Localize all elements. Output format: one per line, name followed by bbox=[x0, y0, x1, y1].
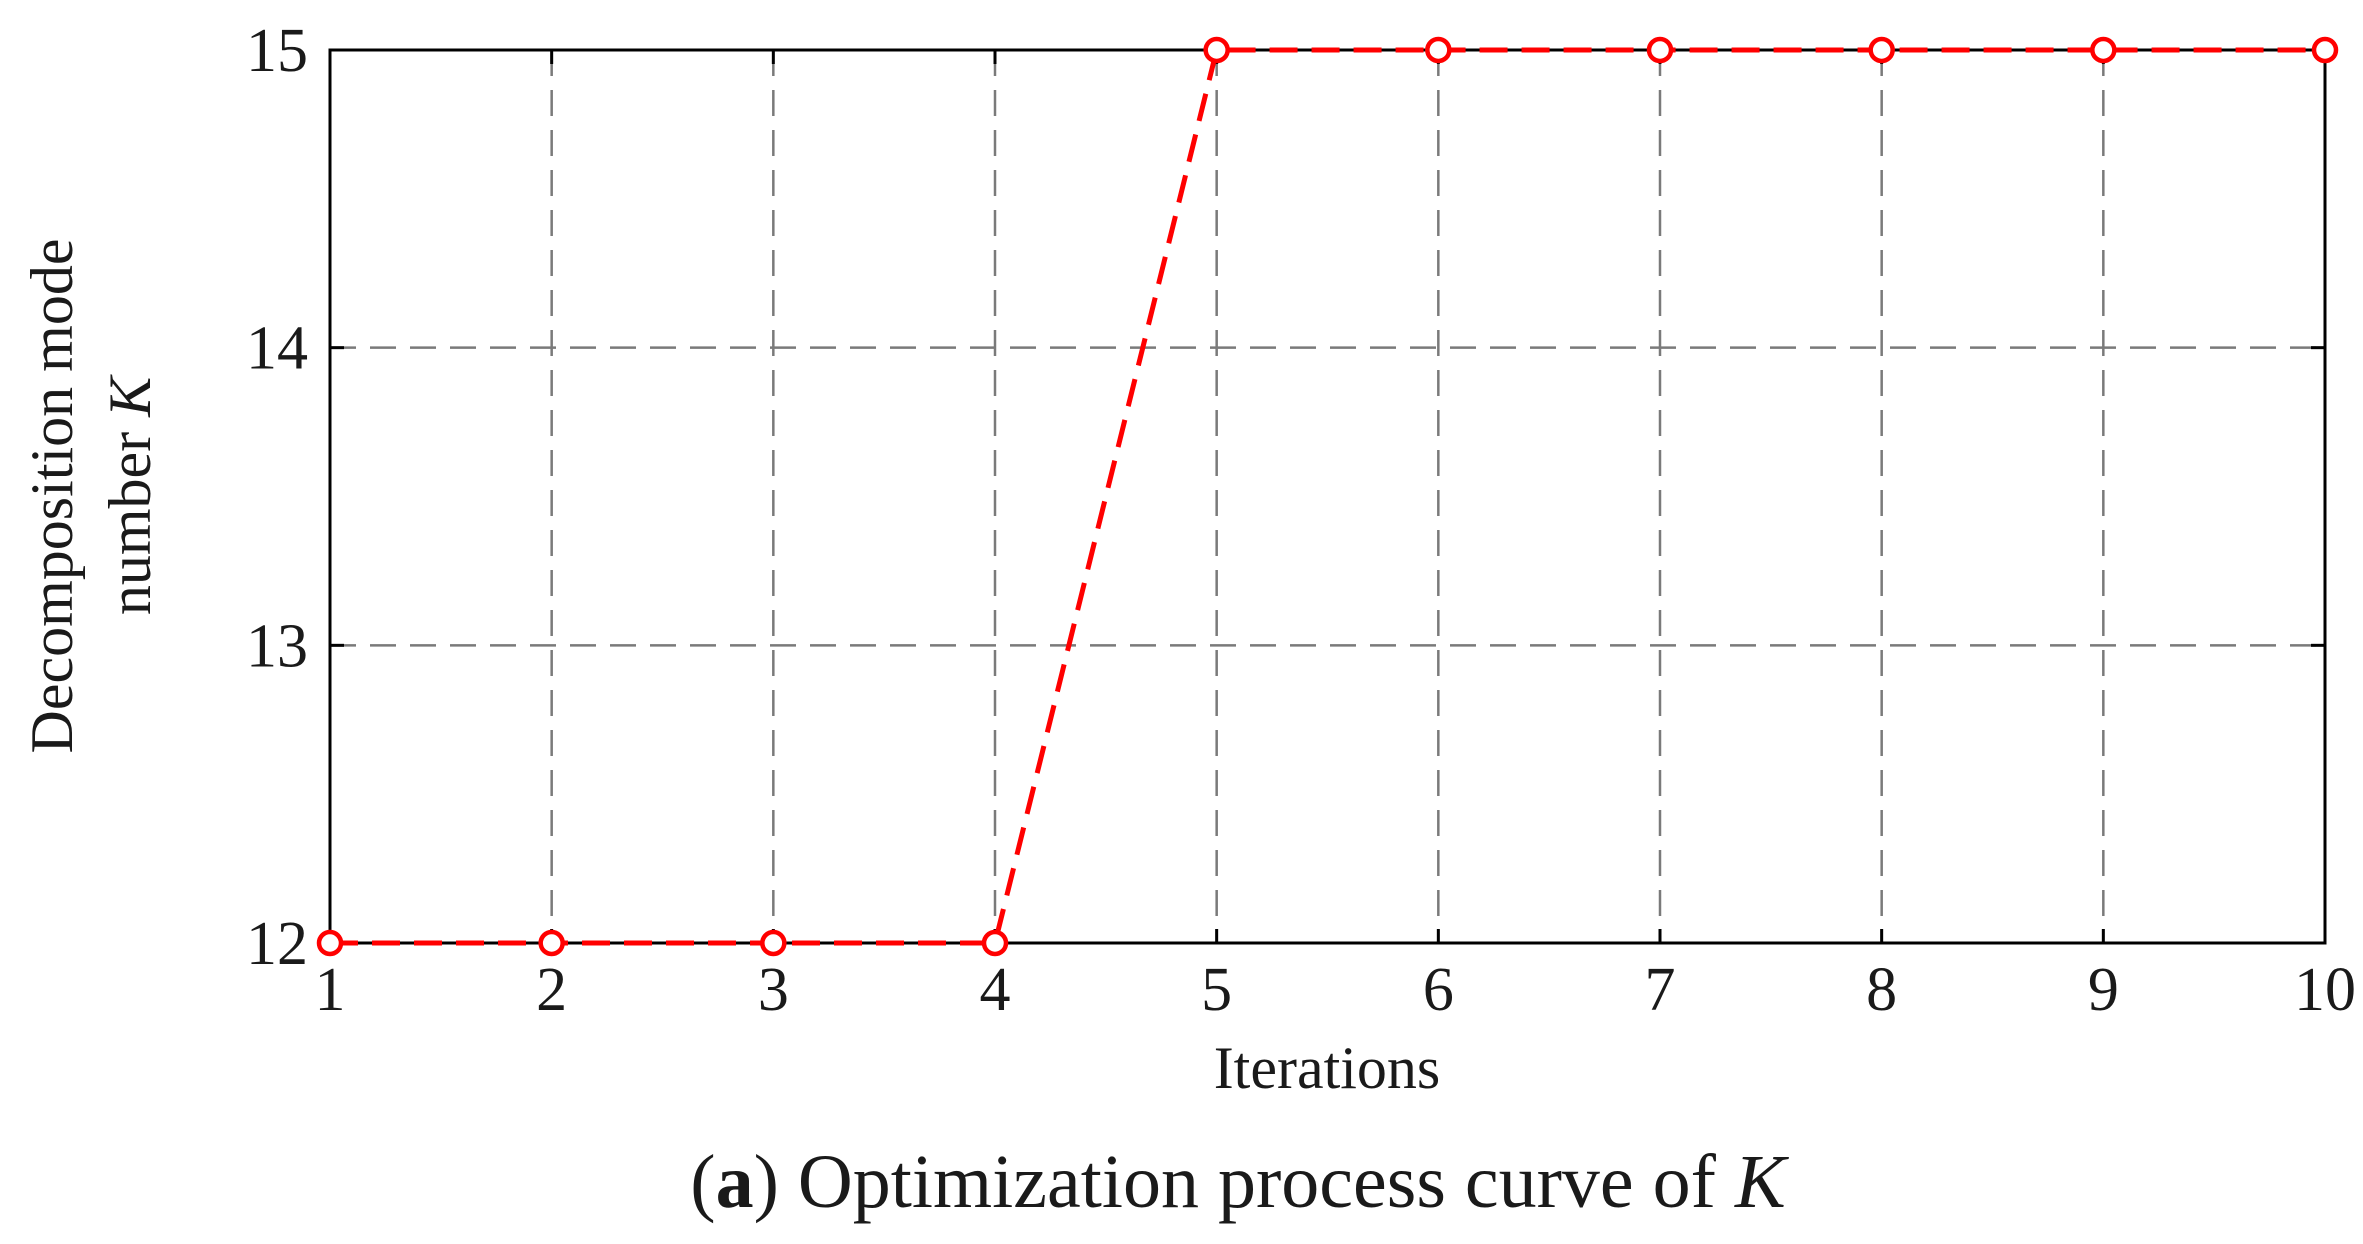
plot-area bbox=[330, 50, 2325, 943]
y-axis-title-line1: Decomposition mode bbox=[19, 239, 85, 754]
x-tick-label: 7 bbox=[1645, 956, 1676, 1024]
y-axis-title: Decomposition mode number K bbox=[19, 239, 163, 754]
caption-paren-close: ) bbox=[754, 1140, 779, 1224]
x-tick-label: 4 bbox=[980, 956, 1011, 1024]
data-point-marker bbox=[1646, 36, 1674, 64]
x-tick-label: 10 bbox=[2294, 956, 2356, 1024]
caption-letter: a bbox=[716, 1140, 754, 1224]
x-tick-label: 6 bbox=[1423, 956, 1454, 1024]
caption-symbol: K bbox=[1734, 1140, 1789, 1224]
y-axis-symbol: K bbox=[97, 374, 163, 418]
caption-paren-open: ( bbox=[690, 1140, 715, 1224]
data-point-marker bbox=[538, 929, 565, 957]
x-axis-title: Iterations bbox=[1214, 1035, 1441, 1101]
x-tick-label: 9 bbox=[2088, 956, 2119, 1024]
y-tick-label: 13 bbox=[246, 612, 308, 680]
data-point-marker bbox=[2090, 36, 2117, 64]
data-point-marker bbox=[316, 929, 344, 957]
x-tick-label: 8 bbox=[1866, 956, 1897, 1024]
data-point-marker bbox=[2311, 36, 2339, 64]
data-point-marker bbox=[1203, 36, 1230, 64]
x-tick-label: 5 bbox=[1201, 956, 1232, 1024]
x-tick-label: 3 bbox=[758, 956, 789, 1024]
series-line bbox=[330, 47, 2325, 946]
data-point-marker bbox=[1868, 36, 1895, 64]
y-tick-label: 14 bbox=[246, 315, 308, 383]
grid-layer bbox=[330, 50, 2325, 943]
caption-text: Optimization process curve of bbox=[779, 1140, 1735, 1224]
data-point-marker bbox=[760, 929, 787, 957]
x-tick-label: 2 bbox=[536, 956, 567, 1024]
x-tick-label: 1 bbox=[315, 956, 346, 1024]
figure-caption: (a) Optimization process curve of K bbox=[690, 1140, 1789, 1224]
y-tick-label: 15 bbox=[246, 17, 308, 85]
data-point-marker bbox=[981, 929, 1009, 957]
y-axis-title-prefix: number bbox=[97, 417, 163, 615]
series-layer bbox=[316, 36, 2339, 957]
data-point-marker bbox=[1425, 36, 1452, 64]
y-axis-title-line2: number K bbox=[97, 374, 163, 615]
y-tick-label: 12 bbox=[246, 910, 308, 978]
